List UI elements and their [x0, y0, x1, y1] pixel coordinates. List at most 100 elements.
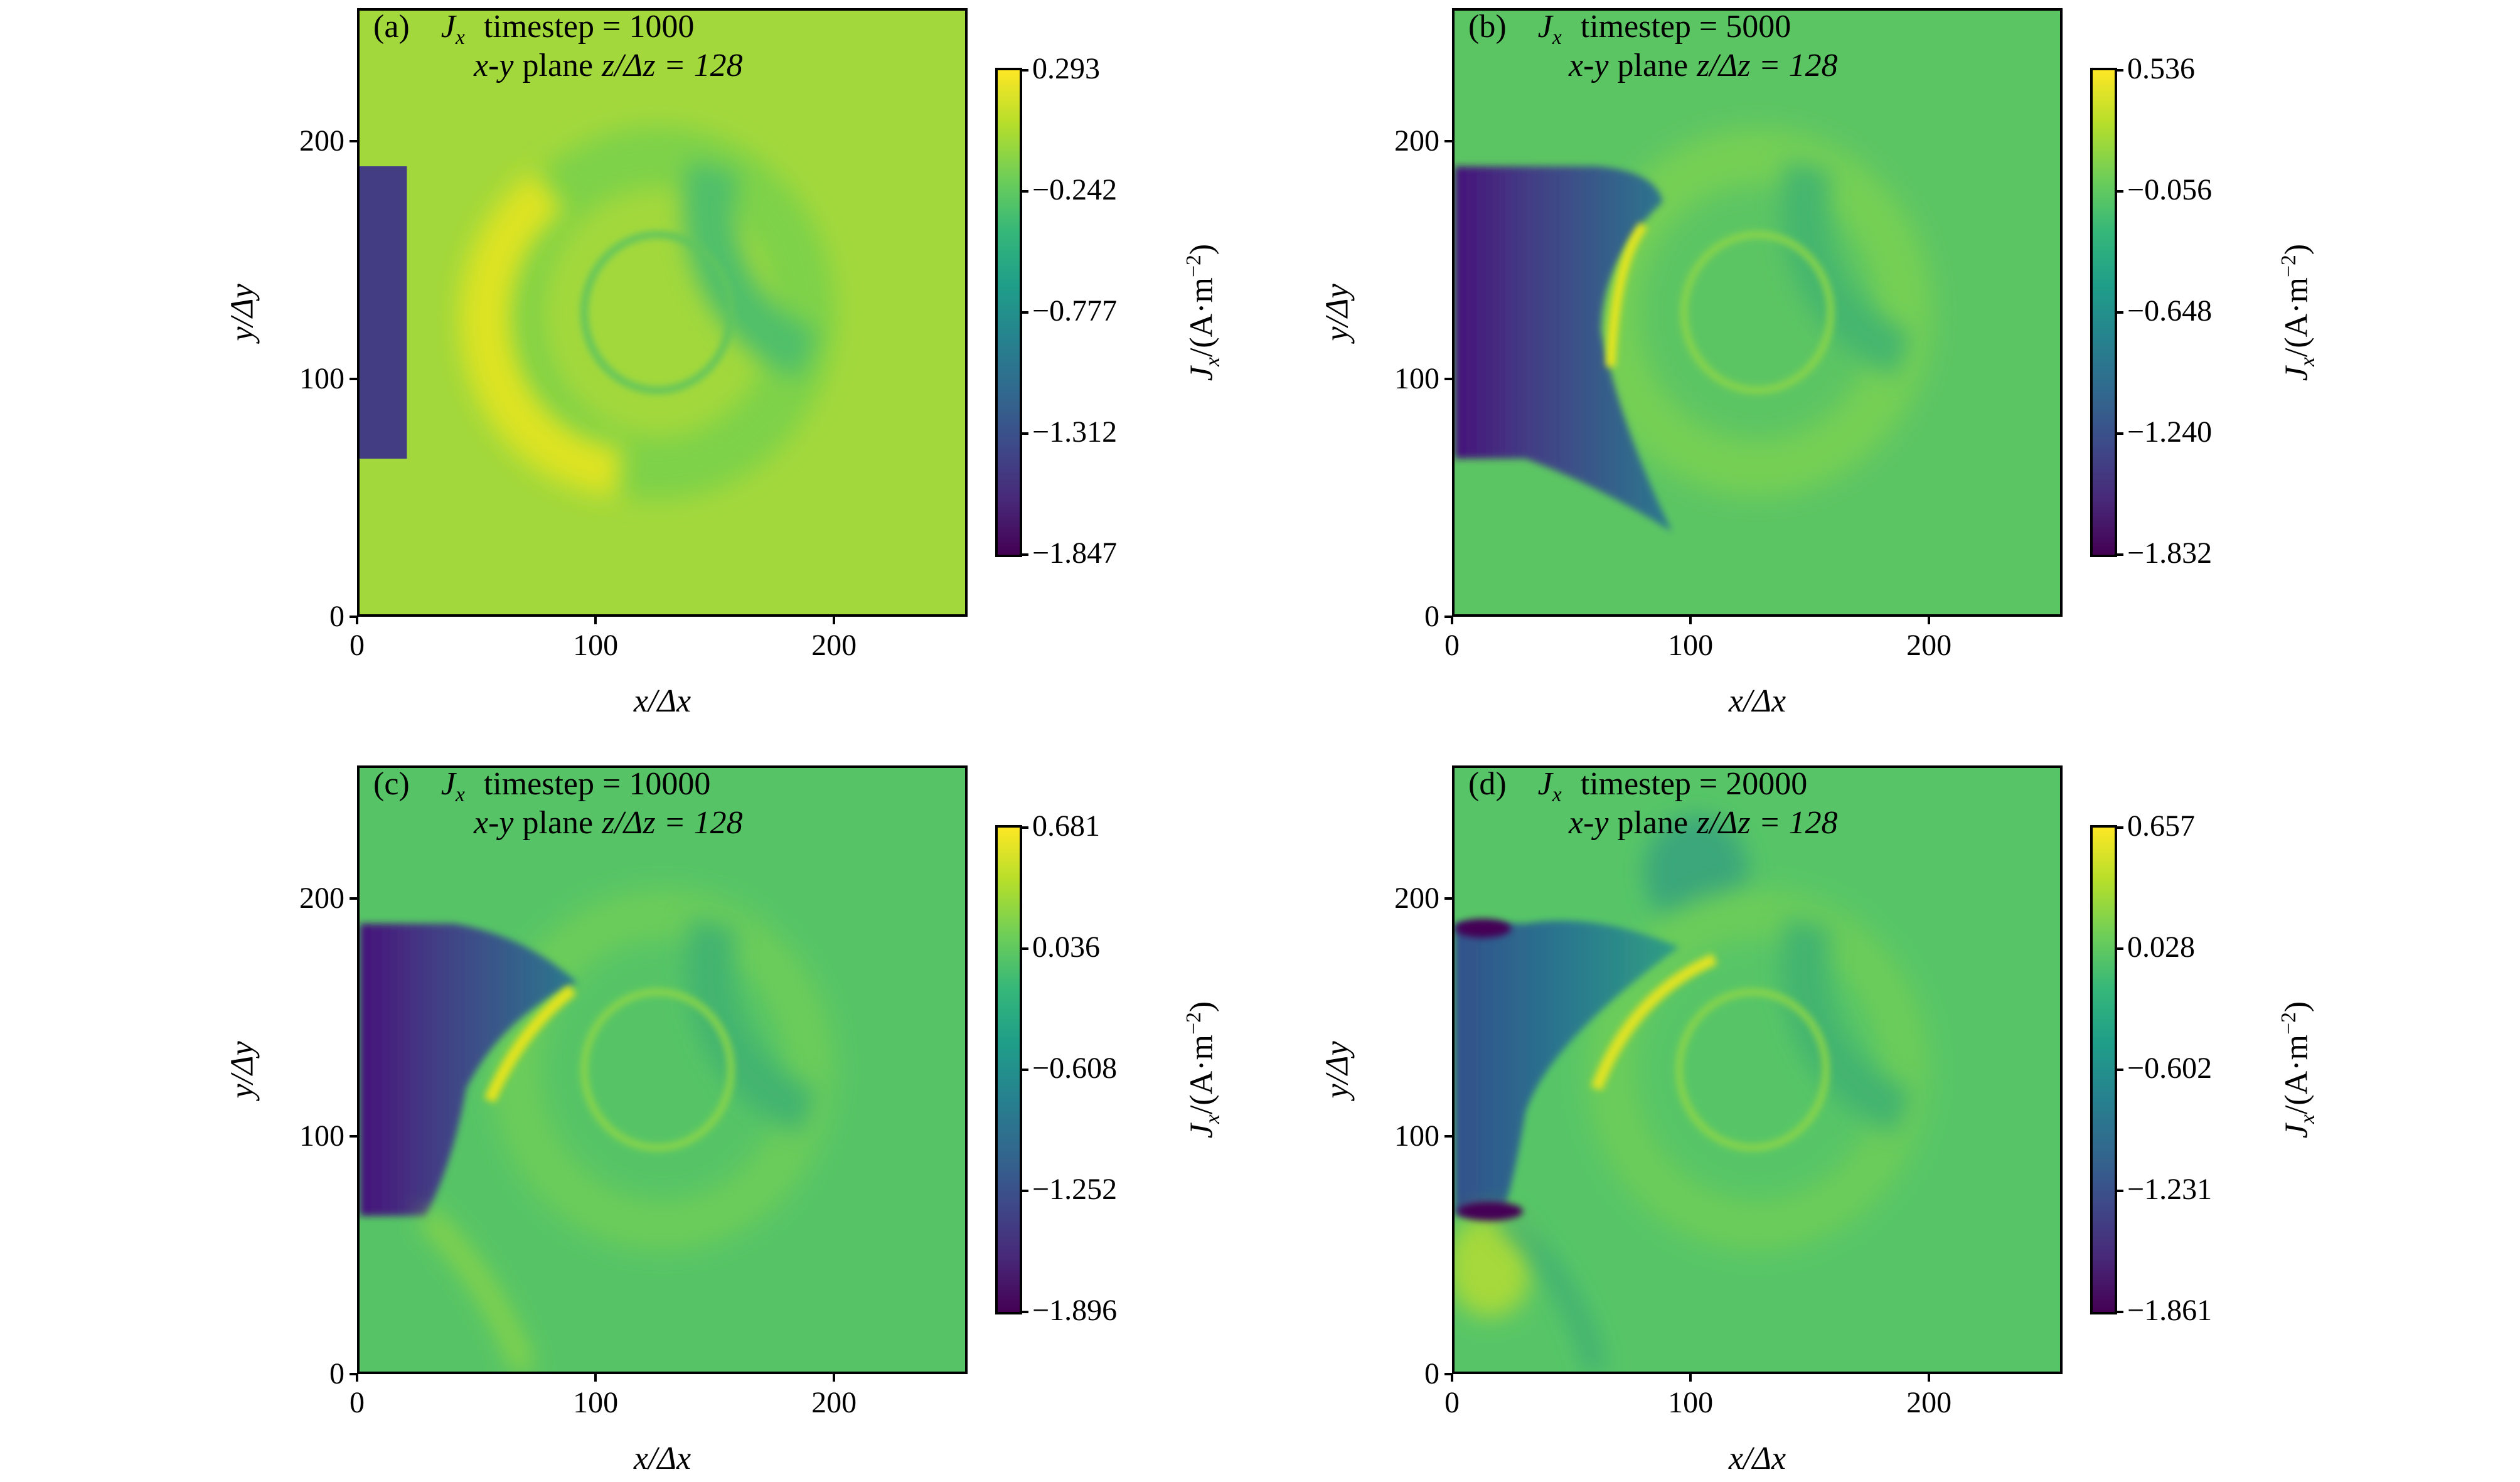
plane-axis-1: x	[1569, 48, 1584, 83]
colorbar	[2090, 825, 2117, 1314]
panel-annotation-line2: x-y plane z/Δz = 128	[474, 804, 743, 841]
heatmap-background	[360, 11, 965, 614]
colorbar-label-close: )	[1183, 243, 1220, 255]
colorbar-label-symbol: J	[1183, 1124, 1220, 1139]
heatmap-plot-area	[357, 8, 968, 617]
colorbar-label-close: )	[2278, 1001, 2315, 1013]
colorbar-tick	[2117, 190, 2123, 193]
colorbar-tick	[2117, 1190, 2123, 1192]
x-tick	[1451, 617, 1453, 624]
quantity-symbol: J	[1537, 766, 1552, 802]
colorbar-tick-label: −1.231	[2127, 1173, 2213, 1206]
colorbar-label-sub: x	[1200, 357, 1224, 367]
colorbar-tick	[1022, 947, 1028, 950]
colorbar-tick	[1022, 69, 1028, 72]
y-axis-label: y/Δy	[1319, 284, 1355, 341]
timestep-text: timestep = 5000	[1580, 9, 1791, 45]
plane-dash: -	[1583, 805, 1594, 841]
y-tick-label: 100	[1394, 362, 1439, 396]
colorbar-label-symbol: J	[2278, 366, 2315, 381]
panel-annotation-line1: (a) Jx timestep = 1000	[373, 8, 694, 50]
colorbar-tick	[2117, 311, 2123, 314]
plane-axis-2: y	[1594, 48, 1609, 83]
y-tick	[350, 1373, 357, 1375]
plane-word: plane	[522, 805, 594, 841]
x-tick-label: 0	[350, 1386, 365, 1419]
slice-text: z/Δz = 128	[1697, 48, 1838, 83]
panel-annotation-line2: x-y plane z/Δz = 128	[474, 47, 743, 84]
x-tick-label: 200	[1906, 1386, 1952, 1419]
y-tick-label: 0	[1424, 600, 1439, 633]
colorbar-tick-label: −0.056	[2127, 173, 2213, 206]
plane-axis-2: y	[499, 48, 514, 83]
y-tick-label: 100	[299, 1119, 344, 1153]
y-tick	[1444, 140, 1452, 143]
x-tick-label: 100	[1668, 629, 1714, 662]
colorbar-tick-label: −0.648	[2127, 294, 2213, 328]
current-arc	[1606, 222, 1648, 367]
plane-axis-2: y	[499, 805, 514, 841]
x-axis-label: x/Δx	[633, 1441, 691, 1476]
ring	[489, 888, 835, 1252]
colorbar-label-symbol: J	[2278, 1124, 2315, 1139]
colorbar-tick	[1022, 826, 1028, 829]
heatmap-features	[1455, 128, 1933, 532]
colorbar-tick	[2117, 826, 2123, 829]
heatmap-svg	[1455, 11, 2060, 614]
colorbar-tick	[2117, 1069, 2123, 1071]
plane-axis-1: x	[474, 805, 489, 841]
colorbar-tick	[1022, 1190, 1028, 1192]
colorbar-label: Jx/(A·m−2)	[1182, 1001, 1225, 1139]
y-tick-label: 0	[329, 600, 344, 633]
y-tick-label: 0	[329, 1357, 344, 1390]
heatmap-svg	[360, 768, 965, 1372]
x-tick	[1928, 617, 1931, 624]
x-tick	[594, 617, 597, 624]
x-tick-label: 0	[1444, 1386, 1460, 1419]
colorbar-label-sub: x	[2295, 357, 2319, 367]
colorbar-label-units: /(A·m	[2278, 277, 2315, 358]
electron-region	[360, 924, 577, 1216]
heatmap-features	[360, 126, 835, 499]
current-arc	[1591, 953, 1717, 1091]
colorbar-tick-label: −1.312	[1032, 415, 1118, 449]
plane-word: plane	[522, 48, 594, 83]
target-slab	[360, 166, 407, 459]
heatmap-plot-area	[357, 765, 968, 1374]
heatmap-svg	[1455, 768, 2060, 1372]
colorbar-label-sub: x	[2295, 1114, 2319, 1124]
x-axis-label: x/Δx	[1728, 1441, 1786, 1476]
slice-text: z/Δz = 128	[602, 805, 743, 841]
x-tick	[1928, 1374, 1931, 1382]
y-tick	[350, 378, 357, 381]
lower-streak	[1495, 1208, 1606, 1372]
inner-circle	[580, 988, 735, 1151]
colorbar-tick-label: −0.608	[1032, 1052, 1118, 1085]
y-tick	[350, 140, 357, 143]
y-tick	[1444, 1135, 1452, 1138]
x-tick	[833, 1374, 836, 1382]
colorbar-tick-label: −0.777	[1032, 294, 1118, 328]
colorbar-tick-label: −1.240	[2127, 415, 2213, 449]
panel-annotation-line1: (c) Jx timestep = 10000	[373, 765, 710, 807]
colorbar-label-units: /(A·m	[1183, 277, 1220, 358]
colorbar-label-sub: x	[1200, 1114, 1224, 1124]
panel-annotation-line1: (d) Jx timestep = 20000	[1468, 765, 1807, 807]
colorbar	[995, 68, 1022, 557]
colorbar-tick	[2117, 947, 2123, 950]
inner-circle	[1675, 988, 1830, 1151]
heatmap-svg	[360, 11, 965, 614]
y-tick	[350, 897, 357, 900]
colorbar-label: Jx/(A·m−2)	[2277, 1001, 2320, 1139]
upper-edge-spot	[1455, 919, 1512, 938]
inner-circle	[580, 231, 735, 394]
colorbar-tick-label: 0.681	[1032, 809, 1100, 843]
plane-dash: -	[1583, 48, 1594, 83]
colorbar-label-close: )	[1183, 1001, 1220, 1013]
heatmap-panel-b: (b) Jx timestep = 5000 x-y plane z/Δz = 128 0 1…	[1320, 8, 2319, 719]
x-tick	[356, 617, 358, 624]
colorbar-tick-label: −1.847	[1032, 536, 1118, 570]
plane-axis-2: y	[1594, 805, 1609, 841]
panel-label: (a)	[373, 9, 410, 45]
colorbar-label-sup: −2	[2277, 1012, 2301, 1035]
